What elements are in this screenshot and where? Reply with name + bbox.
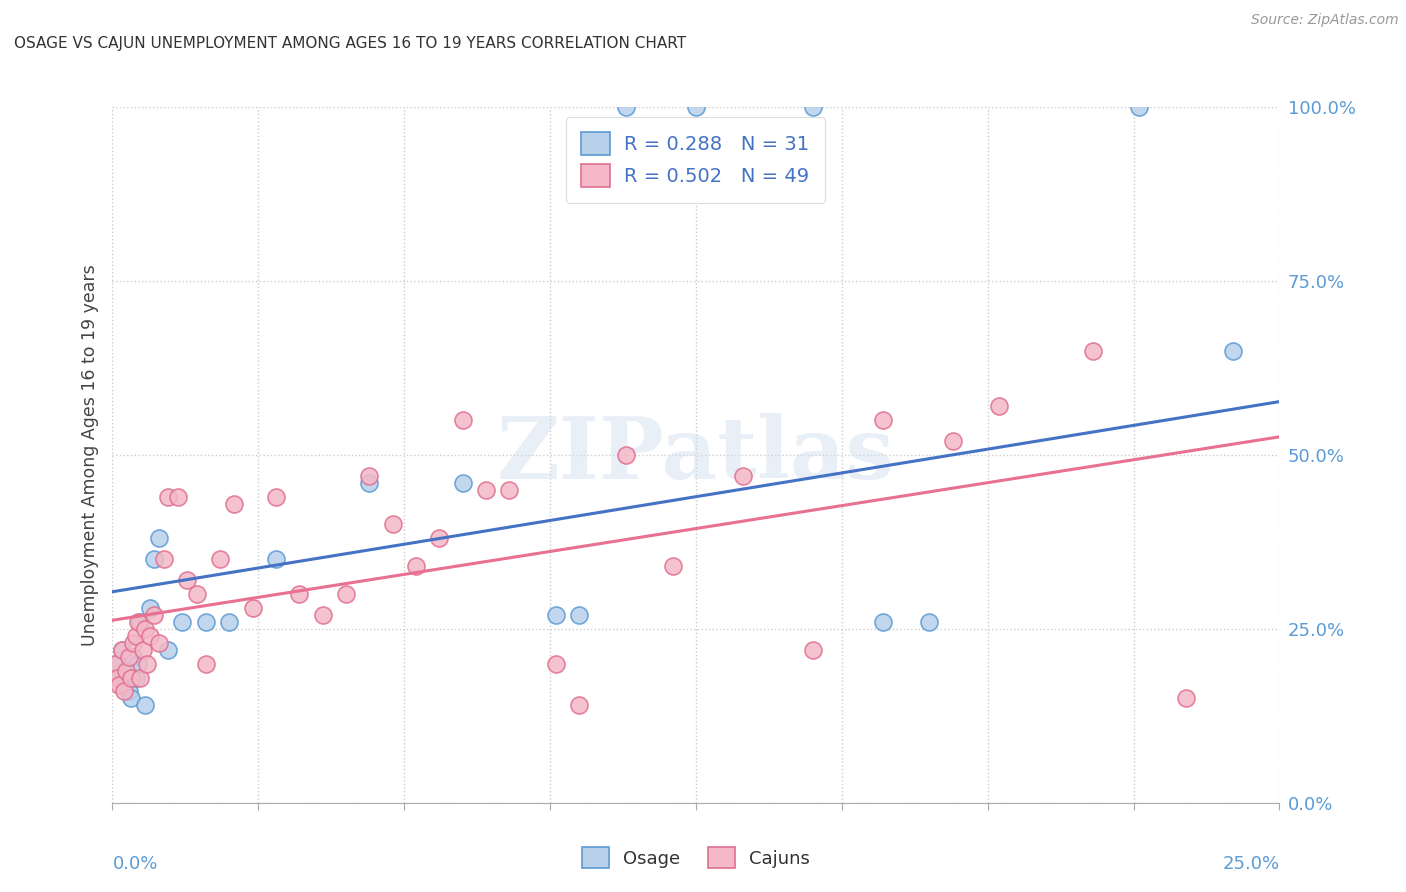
Point (143, 552, 166, 566)
Point (112, 684, 135, 698)
Point (105, 657, 128, 671)
Point (148, 636, 170, 650)
Point (498, 483, 520, 497)
Point (108, 677, 131, 691)
Point (427, 532, 450, 546)
Point (614, 448, 637, 462)
Point (104, 657, 127, 671)
Point (568, 698, 591, 713)
Point (685, 100, 707, 114)
Point (172, 615, 194, 629)
Point (359, 468, 381, 483)
Point (118, 649, 141, 664)
Point (134, 622, 156, 636)
Text: OSAGE VS CAJUN UNEMPLOYMENT AMONG AGES 16 TO 19 YEARS CORRELATION CHART: OSAGE VS CAJUN UNEMPLOYMENT AMONG AGES 1… (14, 36, 686, 51)
Point (801, 100, 824, 114)
Point (148, 532, 170, 546)
Point (661, 559, 683, 574)
Point (335, 587, 357, 601)
Point (127, 657, 149, 671)
Point (120, 671, 142, 685)
Point (1081, 343, 1104, 358)
Point (108, 671, 131, 685)
Point (143, 607, 166, 622)
Point (125, 671, 148, 685)
Point (194, 657, 217, 671)
Point (208, 552, 231, 566)
Point (264, 490, 287, 504)
Point (381, 517, 404, 532)
Point (112, 677, 135, 691)
Point (264, 552, 287, 566)
Point (186, 587, 208, 601)
Point (139, 601, 162, 615)
Point (122, 636, 145, 650)
Point (1222, 343, 1244, 358)
Point (111, 642, 134, 657)
Point (872, 413, 894, 427)
Text: 0.0%: 0.0% (112, 855, 157, 873)
Point (139, 629, 162, 643)
Point (1128, 100, 1150, 114)
Point (105, 671, 128, 685)
Point (918, 615, 941, 629)
Text: ZIPatlas: ZIPatlas (496, 413, 896, 497)
Point (134, 698, 156, 713)
Point (111, 642, 134, 657)
Text: Source: ZipAtlas.com: Source: ZipAtlas.com (1251, 13, 1399, 28)
Point (942, 434, 965, 448)
Point (120, 691, 142, 706)
Point (118, 684, 141, 698)
Point (544, 657, 567, 671)
Text: 25.0%: 25.0% (1222, 855, 1279, 873)
Point (242, 601, 264, 615)
Point (451, 413, 474, 427)
Point (115, 664, 138, 678)
Point (1175, 691, 1198, 706)
Point (157, 490, 180, 504)
Point (218, 615, 240, 629)
Point (125, 629, 148, 643)
Point (132, 642, 155, 657)
Point (311, 607, 333, 622)
Point (405, 559, 427, 574)
Point (176, 573, 198, 587)
Point (544, 607, 567, 622)
Y-axis label: Unemployment Among Ages 16 to 19 years: Unemployment Among Ages 16 to 19 years (80, 264, 98, 646)
Point (475, 483, 498, 497)
Point (127, 615, 149, 629)
Point (129, 615, 152, 629)
Point (731, 468, 754, 483)
Point (166, 490, 188, 504)
Point (122, 649, 145, 664)
Point (451, 475, 474, 490)
Point (129, 671, 152, 685)
Point (801, 642, 824, 657)
Point (136, 657, 159, 671)
Point (614, 100, 637, 114)
Point (288, 587, 311, 601)
Point (222, 497, 245, 511)
Point (157, 642, 180, 657)
Point (115, 664, 138, 678)
Point (359, 475, 381, 490)
Point (153, 552, 176, 566)
Point (194, 615, 217, 629)
Point (988, 399, 1011, 413)
Legend: Osage, Cajuns: Osage, Cajuns (572, 838, 820, 877)
Point (872, 615, 894, 629)
Point (568, 607, 591, 622)
